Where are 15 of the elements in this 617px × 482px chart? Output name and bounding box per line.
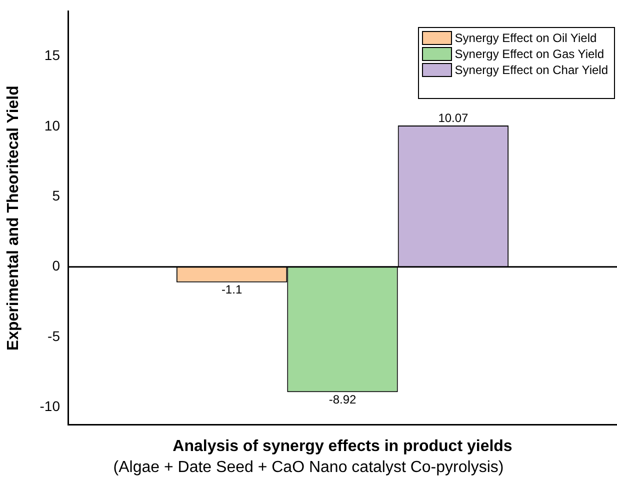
- legend-label: Synergy Effect on Gas Yield: [454, 47, 604, 62]
- legend-label: Synergy Effect on Char Yield: [454, 63, 608, 78]
- data-label: 10.07: [438, 110, 469, 125]
- data-label: -8.92: [328, 392, 356, 406]
- y-tick-label: 0: [52, 258, 60, 274]
- y-tick-label: -5: [48, 328, 60, 344]
- legend-label: Synergy Effect on Oil Yield: [454, 31, 597, 46]
- text: (Algae + Date Seed + CaO Nano catalyst Co-pyrolysis): [112, 459, 505, 477]
- y-tick-label: -10: [40, 398, 60, 414]
- y-tick-label: 5: [52, 188, 60, 204]
- y-tick-label: 15: [44, 47, 60, 64]
- y-axis-title: Experimental and Theoritecal Yield: [5, 86, 22, 351]
- x-axis-title: Analysis of synergy effects in product yields: [172, 438, 512, 455]
- y-tick-label: 10: [44, 117, 60, 134]
- data-label: -1.1: [221, 282, 242, 297]
